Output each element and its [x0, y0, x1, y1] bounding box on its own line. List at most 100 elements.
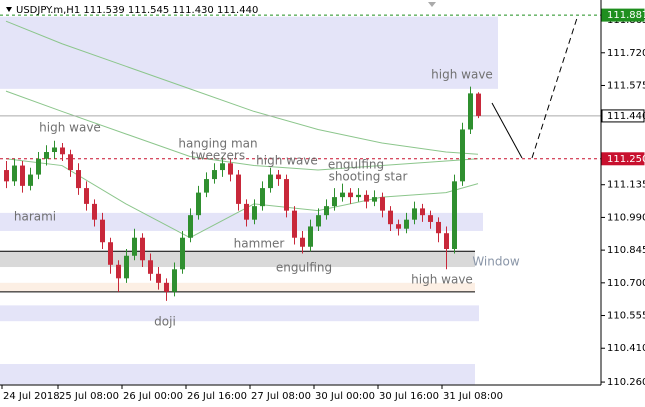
price-label-box — [601, 109, 645, 123]
candle-body — [284, 179, 289, 211]
annotation: engulfing — [328, 158, 384, 172]
candle-body — [292, 210, 297, 238]
candle-body — [420, 208, 425, 216]
candle-body — [164, 282, 169, 292]
candle-body — [404, 219, 409, 229]
y-tick-label: 111.575 — [607, 80, 645, 91]
annotation: doji — [154, 315, 176, 329]
candle-body — [468, 93, 473, 130]
y-tick-label: 111.135 — [607, 180, 645, 191]
candle-body — [324, 206, 329, 216]
candle-body — [436, 221, 441, 234]
candle-body — [76, 170, 81, 189]
candle-body — [36, 158, 41, 175]
x-tick-label: 27 Jul 08:00 — [251, 391, 311, 402]
x-tick-label: 26 Jul 00:00 — [123, 391, 183, 402]
candle-body — [444, 233, 449, 249]
candle-body — [140, 237, 145, 261]
annotation: high wave — [39, 121, 101, 135]
x-tick-label: 25 Jul 08:00 — [59, 391, 119, 402]
candle-body — [92, 203, 97, 220]
y-tick-label: 110.555 — [607, 311, 645, 322]
annotation: shooting star — [329, 170, 408, 184]
candle-body — [236, 174, 241, 204]
candle-body — [316, 215, 321, 227]
zone — [0, 305, 479, 322]
price-label-box — [601, 8, 645, 22]
candle-body — [124, 255, 129, 279]
x-tick-label: 30 Jul 16:00 — [379, 391, 439, 402]
y-tick-label: 110.410 — [607, 343, 645, 354]
candle-body — [412, 208, 417, 220]
candle-body — [228, 163, 233, 175]
x-tick-label: 30 Jul 00:00 — [315, 391, 375, 402]
candle-body — [348, 192, 353, 198]
candle-body — [156, 273, 161, 283]
projection-line — [491, 102, 523, 159]
candle-body — [204, 179, 209, 193]
y-tick-label: 110.700 — [607, 278, 645, 289]
candle-body — [356, 194, 361, 198]
candle-body — [4, 170, 9, 182]
candle-body — [108, 242, 113, 265]
price-label: 111.440 — [607, 111, 645, 122]
annotation: tweezers — [191, 149, 245, 163]
candle-body — [476, 93, 481, 116]
axes: 111.865111.720111.575111.135110.990110.8… — [1, 8, 645, 402]
candle-body — [188, 215, 193, 238]
candle-body — [52, 147, 57, 153]
candle-body — [132, 237, 137, 256]
candle-body — [60, 147, 65, 155]
candle-body — [252, 206, 257, 220]
candle-body — [340, 192, 345, 198]
moving-average — [5, 20, 479, 155]
zone — [0, 212, 483, 231]
candle-body — [372, 197, 377, 202]
candle-body — [380, 197, 385, 211]
candle-body — [212, 170, 217, 180]
candle-body — [44, 152, 49, 159]
annotation: hanging man — [178, 137, 257, 151]
candle-body — [84, 188, 89, 204]
annotation: harami — [14, 210, 56, 224]
candle-body — [180, 237, 185, 270]
moving-average — [5, 90, 479, 171]
candle-body — [300, 237, 305, 247]
candle-body — [276, 174, 281, 180]
y-tick-label: 110.260 — [607, 377, 645, 388]
candle-body — [460, 129, 465, 182]
annotation: high wave — [431, 68, 493, 82]
chart-title: USDJPY.m,H1 111.539 111.545 111.430 111.… — [16, 5, 258, 16]
collapse-icon — [6, 7, 12, 12]
zone — [0, 282, 475, 292]
annotation: Window — [472, 255, 520, 269]
zones — [0, 16, 498, 385]
plot — [0, 14, 601, 301]
candle-body — [220, 163, 225, 171]
annotation: high wave — [256, 154, 318, 168]
y-tick-label: 111.720 — [607, 48, 645, 59]
candle-body — [68, 154, 73, 171]
candle-body — [100, 219, 105, 243]
x-tick-label: 31 Jul 08:00 — [443, 391, 503, 402]
candle-body — [332, 197, 337, 207]
candle-body — [396, 224, 401, 229]
candle-body — [244, 203, 249, 220]
y-tick-label: 110.990 — [607, 212, 645, 223]
candle-body — [116, 264, 121, 279]
candle-body — [12, 165, 17, 182]
annotation: hammer — [234, 237, 285, 251]
candle-body — [172, 269, 177, 292]
zone — [0, 16, 498, 89]
x-tick-label: 26 Jul 16:00 — [187, 391, 247, 402]
zone — [0, 364, 475, 385]
candle-body — [196, 192, 201, 216]
candle-body — [148, 260, 153, 274]
candle-body — [308, 226, 313, 247]
shift-marker — [428, 2, 436, 7]
y-tick-label: 110.845 — [607, 245, 645, 256]
candle-body — [428, 215, 433, 222]
candle-body — [388, 210, 393, 225]
price-label-box — [601, 152, 645, 166]
candle-body — [20, 165, 25, 186]
